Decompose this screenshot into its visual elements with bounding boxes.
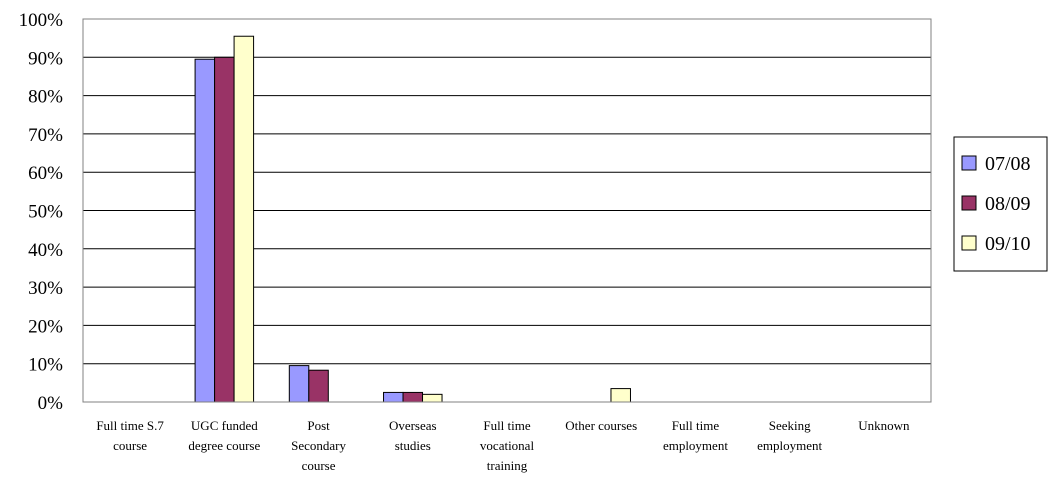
x-category-label-line: training [487,458,528,473]
x-category-label-line: Other courses [565,418,637,433]
x-category-label: Full time S.7 course [96,418,164,453]
bar [422,393,443,403]
x-category-label-line: Secondary [291,438,346,453]
legend: 07/08 08/09 09/10 [953,136,1048,272]
x-category-label-line: UGC funded [191,418,258,433]
y-tick-label: 80% [28,87,63,108]
x-category-label-line: Full time [483,418,531,433]
y-axis-ticks: 0% 10% 20% 30% 40% 50% 60% 70% 80% 90% 100% [19,10,64,414]
bar [214,56,235,403]
y-tick-label: 40% [28,240,63,261]
bar [383,391,404,403]
legend-label: 09/10 [985,233,1031,255]
legend-swatch [961,195,977,211]
x-category-label-line: Post [307,418,330,433]
y-tick-label: 50% [28,202,63,223]
x-category-label: Post Secondary course [291,418,346,473]
x-category-label-line: Overseas [389,418,437,433]
x-category-label: Seeking employment [757,418,822,453]
bar [194,58,216,403]
bar [288,365,310,403]
legend-swatch [961,155,977,171]
x-category-label-line: Full time S.7 [96,418,164,433]
x-category-label: Full time employment [663,418,728,453]
bar [308,369,329,403]
legend-swatch [961,235,977,251]
x-category-label: Overseas studies [389,418,437,453]
y-tick-label: 20% [28,316,63,337]
x-category-label-line: studies [395,438,431,453]
y-tick-label: 100% [19,10,64,31]
legend-label: 07/08 [985,153,1031,175]
x-category-label-line: course [302,458,336,473]
x-category-label-line: degree course [188,438,260,453]
y-tick-label: 10% [28,355,63,376]
y-tick-label: 0% [38,393,64,414]
x-category-label: Unknown [858,418,910,433]
x-category-label-line: Full time [672,418,720,433]
x-category-label-line: Unknown [858,418,910,433]
legend-items: 07/08 08/09 09/10 [961,153,1031,255]
bars [194,35,631,403]
y-tick-label: 30% [28,278,63,299]
bar [233,35,255,403]
x-axis-categories: Full time S.7 course UGC funded degree cour… [96,418,910,473]
x-category-label-line: course [113,438,147,453]
bar [610,388,631,403]
x-category-label: Full time vocational training [480,418,535,473]
plot-area-frame [82,18,932,403]
legend-label: 08/09 [985,193,1031,215]
x-category-label-line: employment [757,438,822,453]
x-category-label-line: vocational [480,438,535,453]
x-category-label: UGC funded degree course [188,418,260,453]
y-tick-label: 60% [28,163,63,184]
bar [402,391,424,403]
y-tick-label: 90% [28,48,63,69]
x-category-label: Other courses [565,418,637,433]
x-category-label-line: employment [663,438,728,453]
y-tick-label: 70% [28,125,63,146]
x-category-label-line: Seeking [769,418,811,433]
